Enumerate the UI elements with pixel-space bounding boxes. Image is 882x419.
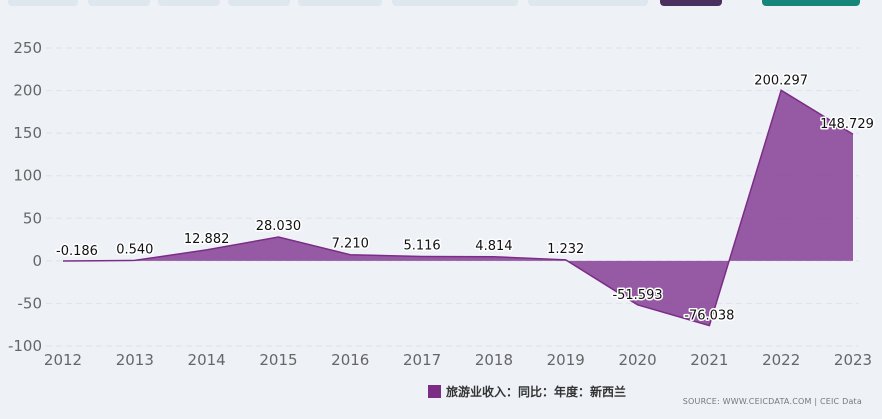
filter-tab-active[interactable] (660, 0, 722, 6)
source-credit: SOURCE: WWW.CEICDATA.COM | CEIC Data (682, 397, 862, 406)
filter-tab[interactable] (298, 0, 382, 6)
x-tick-label: 2018 (475, 351, 513, 369)
filter-tab-bar (0, 0, 882, 6)
series-area (62, 89, 854, 327)
legend-label: 旅游业收入：同比：年度：新西兰 (446, 385, 627, 399)
filter-tab[interactable] (8, 0, 78, 6)
data-label: 12.882 (184, 232, 230, 247)
data-label: -76.038 (684, 309, 734, 324)
x-tick-label: 2014 (188, 351, 226, 369)
data-label: 1.232 (547, 242, 584, 257)
data-label: 4.814 (475, 239, 512, 254)
x-tick-label: 2019 (547, 351, 585, 369)
data-label: -0.186 (56, 244, 98, 259)
legend[interactable]: 旅游业收入：同比：年度：新西兰 (428, 383, 626, 400)
data-label: 200.297 (754, 73, 808, 88)
data-label: -51.593 (612, 288, 662, 303)
y-tick-label: 100 (13, 167, 42, 185)
download-button[interactable] (762, 0, 860, 6)
x-tick-label: 2016 (331, 351, 369, 369)
y-tick-label: 0 (32, 252, 42, 270)
x-tick-label: 2012 (44, 351, 82, 369)
x-tick-label: 2022 (762, 351, 800, 369)
x-tick-label: 2015 (259, 351, 297, 369)
data-label: 7.210 (332, 237, 369, 252)
y-tick-label: -50 (18, 294, 43, 312)
x-tick-label: 2017 (403, 351, 441, 369)
y-tick-label: -100 (8, 337, 42, 355)
filter-tab[interactable] (528, 0, 648, 6)
y-tick-label: 150 (13, 124, 42, 142)
filter-tab[interactable] (158, 0, 220, 6)
filter-tab[interactable] (392, 0, 518, 6)
data-label: 28.030 (256, 219, 302, 234)
x-tick-label: 2013 (116, 351, 154, 369)
data-label: 148.729 (820, 117, 874, 132)
y-axis: -100 -50 0 50 100 150 200 250 (8, 39, 42, 355)
series-line (62, 89, 854, 327)
data-label: 0.540 (116, 242, 153, 257)
x-tick-label: 2021 (690, 351, 728, 369)
y-tick-label: 200 (13, 82, 42, 100)
x-tick-label: 2020 (618, 351, 656, 369)
y-tick-label: 50 (23, 209, 42, 227)
data-labels: -0.186 0.540 12.882 28.030 7.210 5.116 4.814 1.… (55, 72, 876, 325)
y-tick-label: 250 (13, 39, 42, 57)
x-tick-label: 2023 (834, 351, 872, 369)
legend-swatch (428, 385, 441, 398)
filter-tab[interactable] (228, 0, 290, 6)
x-axis: 2012 2013 2014 2015 2016 2017 2018 2019 2020 2021… (44, 351, 872, 369)
filter-tab[interactable] (88, 0, 150, 6)
gridlines (46, 47, 859, 347)
data-label: 5.116 (403, 239, 440, 254)
series-area-fill (63, 90, 853, 326)
